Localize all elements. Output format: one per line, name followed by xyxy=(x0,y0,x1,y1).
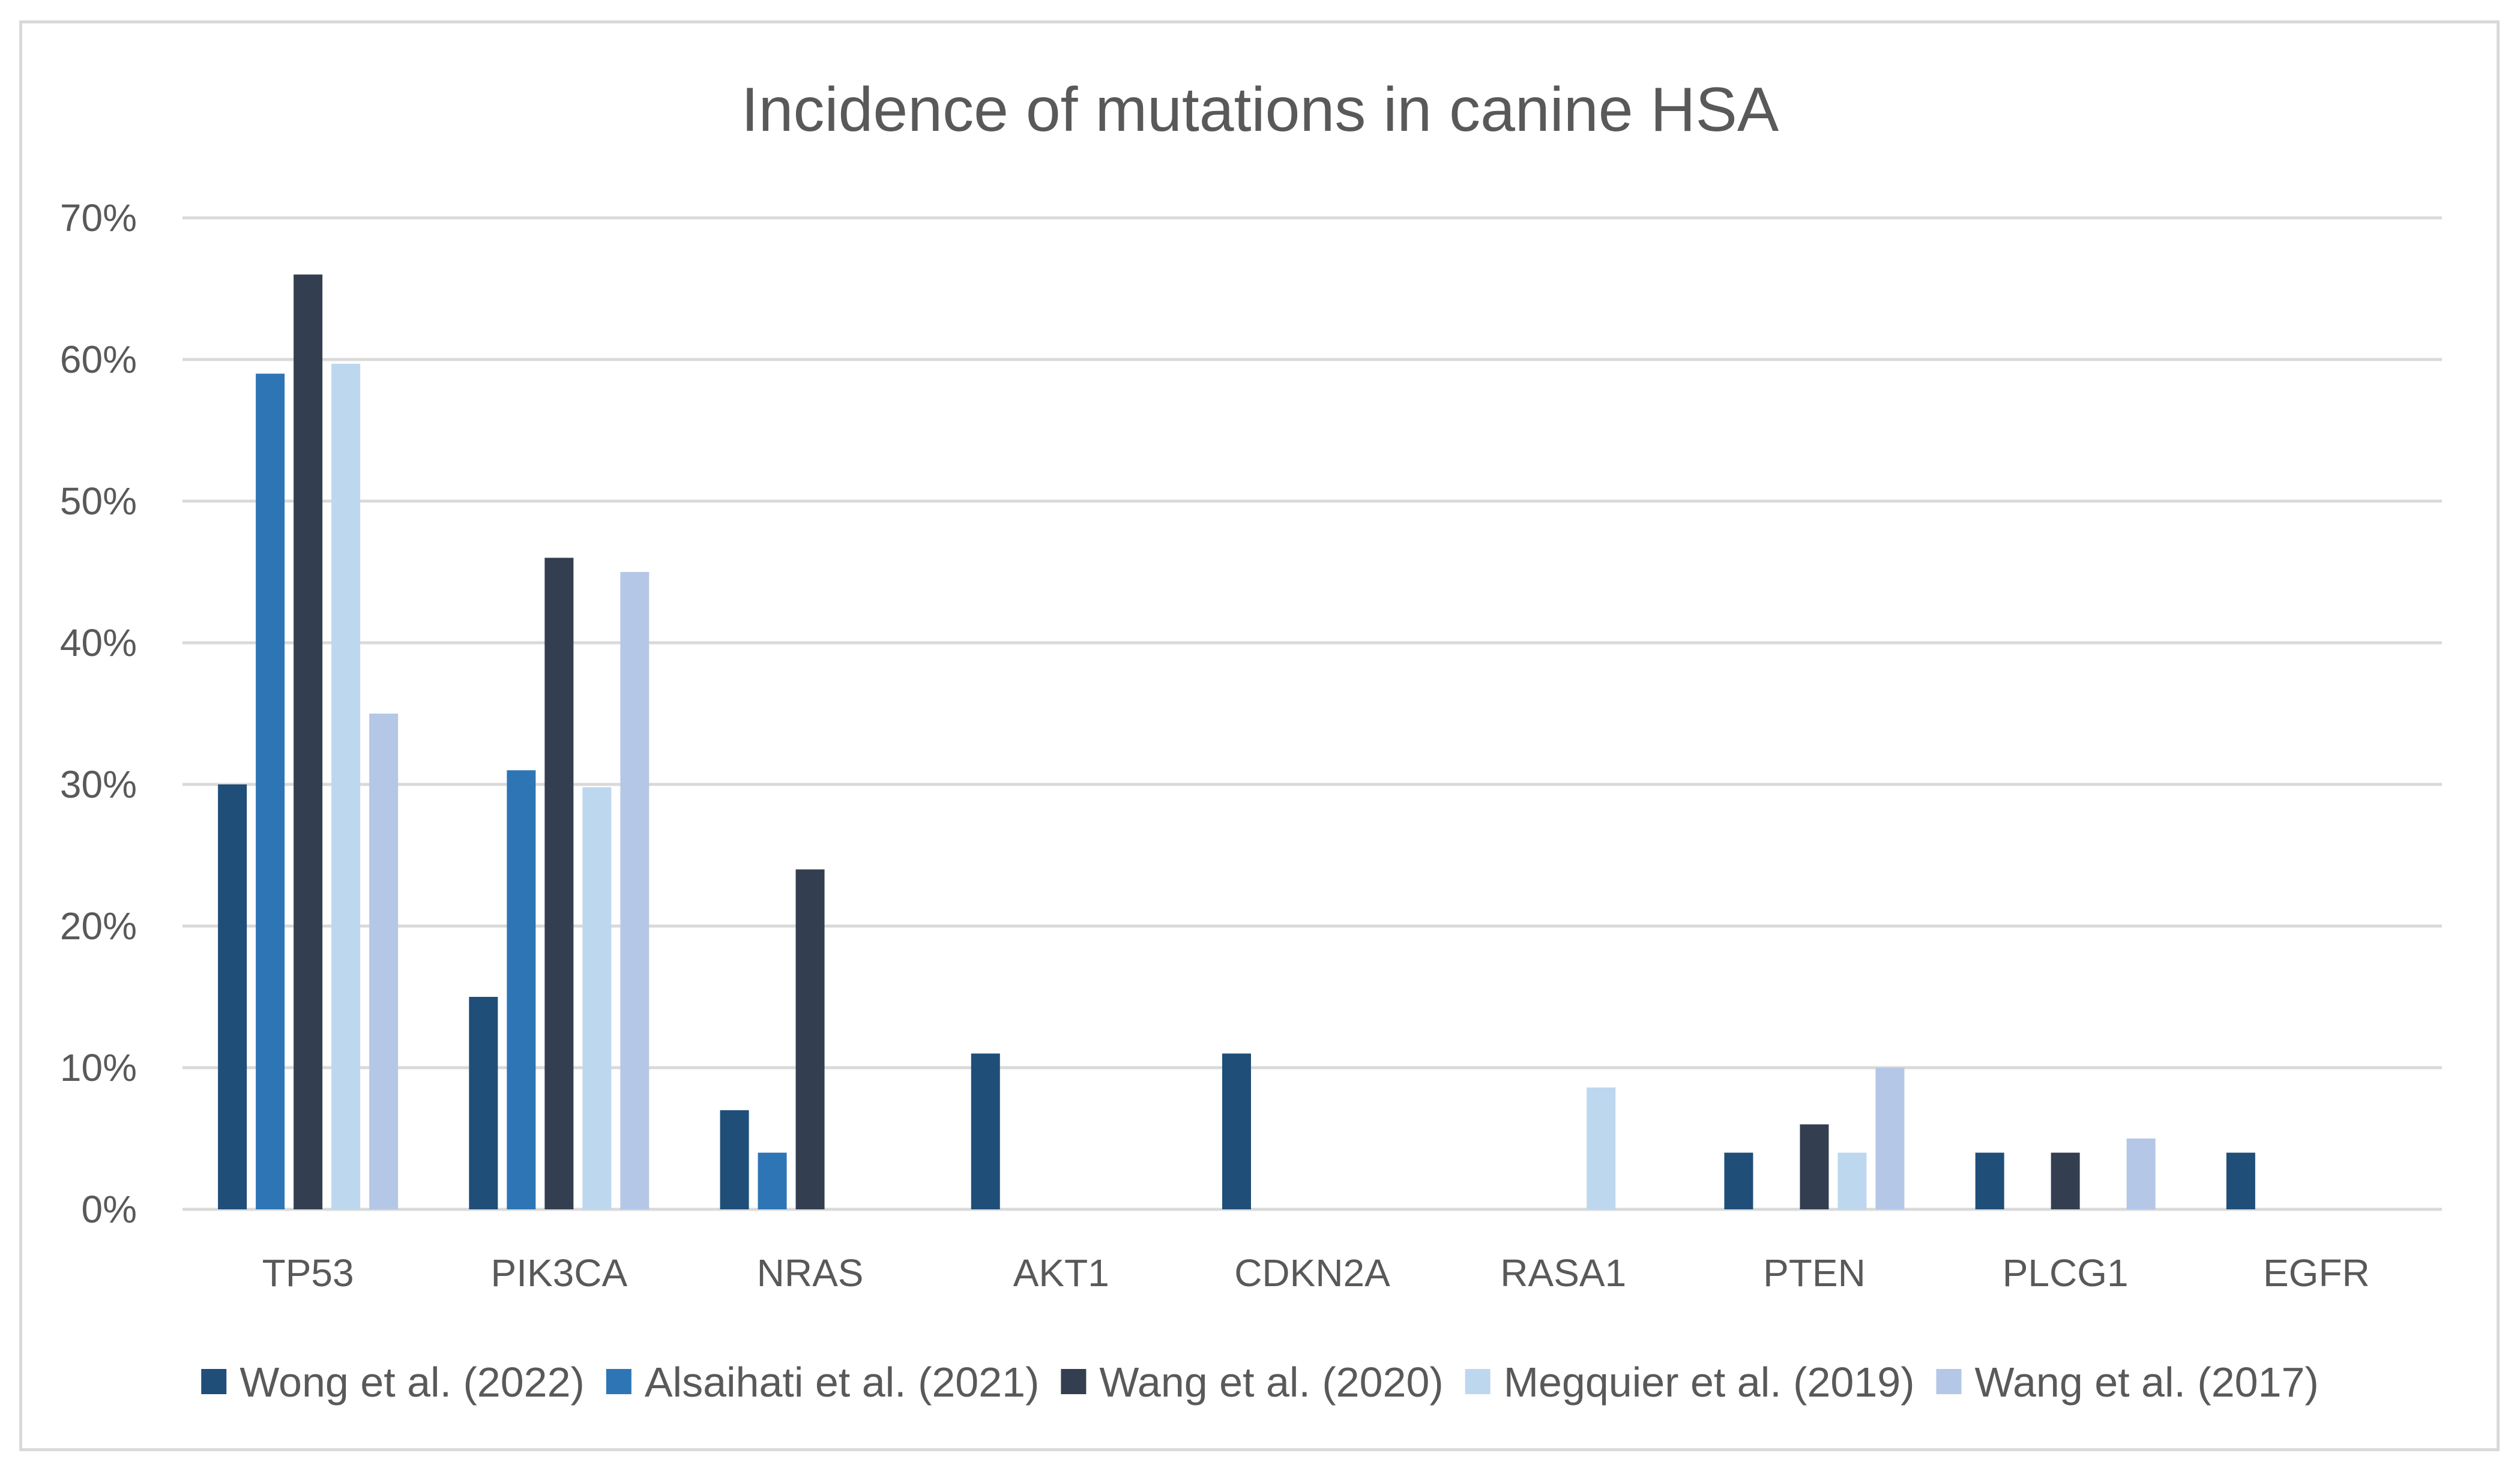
y-tick-label: 30% xyxy=(60,763,137,806)
legend-swatch xyxy=(1465,1369,1491,1394)
bar xyxy=(2051,1152,2080,1209)
x-tick-label: PTEN xyxy=(1763,1251,1866,1295)
legend-item: Wang et al. (2020) xyxy=(1061,1359,1444,1406)
bar xyxy=(2226,1152,2255,1209)
chart-title: Incidence of mutations in canine HSA xyxy=(741,75,1779,145)
y-tick-label: 60% xyxy=(60,338,137,381)
x-axis-tick-labels: TP53 PIK3CA NRAS AKT1 CDKN2A RASA1 PTEN PLCG1 EG… xyxy=(262,1251,2370,1295)
legend-label: Wang et al. (2020) xyxy=(1099,1359,1443,1406)
y-tick-label: 70% xyxy=(60,196,137,239)
bar xyxy=(1587,1087,1616,1209)
bar xyxy=(544,558,574,1209)
bar xyxy=(1975,1152,2004,1209)
legend-swatch xyxy=(606,1369,632,1394)
bar xyxy=(2126,1139,2156,1209)
legend-label: Megquier et al. (2019) xyxy=(1504,1359,1915,1406)
bars xyxy=(218,274,2255,1209)
x-tick-label: EGFR xyxy=(2263,1251,2370,1295)
x-tick-label: NRAS xyxy=(757,1251,864,1295)
bar xyxy=(469,997,498,1209)
bar xyxy=(1724,1152,1753,1209)
y-tick-label: 10% xyxy=(60,1046,137,1089)
y-tick-label: 40% xyxy=(60,621,137,664)
bar xyxy=(720,1110,749,1209)
y-tick-label: 0% xyxy=(82,1188,137,1231)
x-tick-label: PIK3CA xyxy=(491,1251,628,1295)
bar xyxy=(1875,1068,1905,1209)
x-tick-label: TP53 xyxy=(262,1251,354,1295)
legend-item: Megquier et al. (2019) xyxy=(1465,1359,1915,1406)
legend-item: Wong et al. (2022) xyxy=(201,1359,585,1406)
legend: Wong et al. (2022) Alsaihati et al. (2021… xyxy=(201,1359,2319,1406)
bar xyxy=(369,714,399,1209)
x-tick-label: PLCG1 xyxy=(2003,1251,2129,1295)
bar xyxy=(331,364,361,1209)
bar xyxy=(1800,1124,1829,1209)
bar xyxy=(582,787,612,1209)
bar xyxy=(256,373,285,1209)
bar xyxy=(294,274,323,1209)
legend-item: Wang et al. (2017) xyxy=(1936,1359,2319,1406)
bar xyxy=(971,1053,1000,1209)
legend-swatch xyxy=(1936,1369,1962,1394)
x-tick-label: AKT1 xyxy=(1013,1251,1109,1295)
bar xyxy=(507,770,536,1209)
bar xyxy=(758,1152,787,1209)
bar xyxy=(1222,1053,1251,1209)
bar xyxy=(620,572,650,1209)
x-tick-label: CDKN2A xyxy=(1234,1251,1390,1295)
legend-swatch xyxy=(1061,1369,1087,1394)
legend-label: Alsaihati et al. (2021) xyxy=(645,1359,1040,1406)
legend-item: Alsaihati et al. (2021) xyxy=(606,1359,1040,1406)
y-tick-label: 20% xyxy=(60,904,137,948)
legend-swatch xyxy=(201,1369,227,1394)
x-tick-label: RASA1 xyxy=(1500,1251,1626,1295)
bar xyxy=(1837,1152,1867,1209)
y-axis-tick-labels: 0% 10% 20% 30% 40% 50% 60% 70% xyxy=(60,196,137,1231)
y-tick-label: 50% xyxy=(60,480,137,523)
legend-label: Wang et al. (2017) xyxy=(1975,1359,2319,1406)
chart-frame xyxy=(19,20,2500,1451)
legend-label: Wong et al. (2022) xyxy=(240,1359,585,1406)
bar xyxy=(218,784,247,1209)
bar xyxy=(795,869,825,1209)
